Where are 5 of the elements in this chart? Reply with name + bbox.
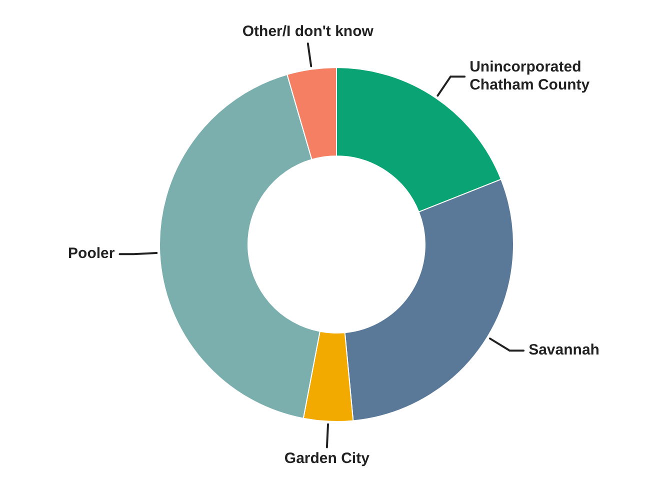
slice-label: Other/I don't know <box>242 23 374 40</box>
slice-label: Garden City <box>284 450 370 467</box>
slice-label: Savannah <box>528 342 600 359</box>
slice-label: Unincorporated Chatham County <box>470 58 590 94</box>
slice-label: Pooler <box>68 245 115 262</box>
